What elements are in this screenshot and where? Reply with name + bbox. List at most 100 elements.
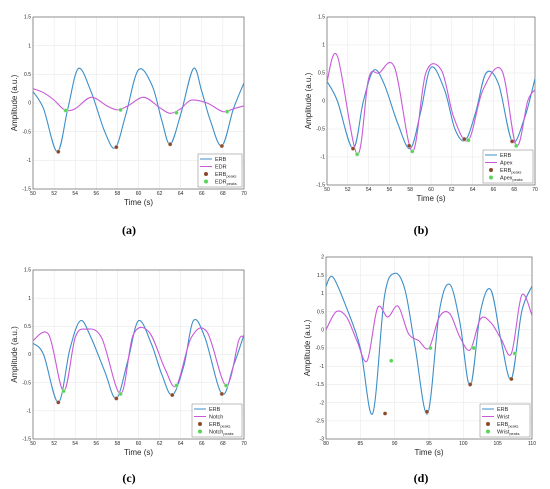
plot-frame [32,269,245,440]
peak-marker-erb [56,149,61,154]
x-axis-label: Time (s) [416,194,445,203]
peak-marker-apex [410,149,415,154]
series-group [326,272,532,416]
x-tick-label: 85 [358,441,364,447]
peak-marker-erb [219,391,224,397]
x-axis-label: Time (s) [414,448,443,457]
peak-marker-notch [223,383,229,388]
panel-label: (d) [414,471,429,485]
peak-marker-apex [355,152,360,157]
legend-label: ERB [497,407,509,413]
peak-marker-erb [424,409,430,414]
legend-label: ERB [500,153,512,159]
legend-swatch-marker [204,172,208,176]
x-tick-label: 60 [428,187,434,193]
legend-label: EDR [215,165,227,171]
series-line-erb [33,319,244,403]
y-tick-label: 0 [321,328,324,334]
series-line-erb [33,67,244,153]
x-tick-label: 100 [459,441,468,447]
peak-marker-erb [407,143,412,148]
x-tick-label: 56 [94,441,100,447]
legend-label: Apex [500,161,513,167]
peak-marker-erb [468,382,473,387]
x-tick-label: 62 [449,187,455,193]
x-tick-label: 50 [30,441,36,447]
chart-panel: 50 52 54 56 58 60 62 64 66 68 70 -1.5 -1 -0.5 0 0.5 1 1.5… [10,268,247,485]
x-tick-label: 90 [392,441,398,447]
legend-label: Wristpeaks [497,430,520,437]
legend-swatch-marker [486,429,490,434]
chart-panel: 80 85 90 95 100 105 110 -3 -2.5 -2 -1.5 -1 -0.5 0 0.5 1… [303,255,536,485]
legend-label: Wrist [497,415,510,421]
legend-label: Notchpeaks [209,430,234,437]
plot-frame [326,16,536,186]
x-tick-label: 64 [470,187,476,193]
peak-marker-erb [167,142,173,147]
x-tick-label: 52 [51,191,57,197]
x-tick-label: 110 [528,441,536,447]
legend-label: Apexpeaks [500,176,523,183]
x-tick-label: 80 [323,441,329,447]
x-tick-label: 68 [220,441,226,447]
y-tick-label: 1 [322,43,325,49]
x-tick-label: 60 [136,441,142,447]
y-tick-label: -1 [321,155,326,161]
legend-swatch-marker [489,168,493,172]
y-tick-label: 0.5 [318,71,325,77]
peak-marker-erb [219,143,224,149]
peak-marker-erb [509,139,515,144]
peak-marker-wrist [512,351,517,356]
legend-label: Notch [209,415,223,421]
chart-panel: 50 52 54 56 58 60 62 64 66 68 70 -1.5 -1 -0.5 0 0.5 1 1.5… [304,15,538,237]
y-tick-label: 1.5 [317,273,324,279]
peak-marker-erb [509,376,514,382]
peak-marker-wrist [428,345,433,351]
y-tick-label: -2.5 [315,419,324,425]
y-tick-label: 0.5 [317,309,324,315]
y-tick-label: 1 [28,296,31,302]
peak-marker-edr [118,107,123,113]
y-tick-label: 1.5 [24,15,31,21]
peak-marker-erb [350,146,356,151]
x-tick-label: 105 [493,441,502,447]
x-tick-label: 95 [426,441,432,447]
peak-marker-erb [114,144,119,150]
y-axis-label: Amplitude (a.u.) [303,319,312,376]
peak-marker-erb [114,396,119,401]
plot-frame [325,256,533,440]
x-tick-label: 66 [199,191,205,197]
series-group [33,67,244,154]
y-tick-label: -0.5 [315,346,324,352]
peak-marker-notch [118,391,123,397]
y-axis-label: Amplitude (a.u.) [304,72,313,129]
x-tick-label: 68 [511,187,517,193]
y-tick-label: -0.5 [22,380,31,386]
y-tick-label: -1.5 [22,437,31,443]
legend-swatch-marker [198,422,202,426]
legend-swatch-marker [486,422,490,426]
y-axis-label: Amplitude (a.u.) [10,74,19,131]
x-tick-label: 64 [178,441,184,447]
x-tick-label: 56 [387,187,393,193]
legend-swatch-marker [204,179,208,184]
chart-panel: 50 52 54 56 58 60 62 64 66 68 70 -1.5 -1 -0.5 0 0.5 1 1.5… [10,15,247,237]
series-line-erb [327,66,535,150]
legend-label-subscript: peaks [220,425,230,429]
peak-marker-wrist [389,358,394,363]
peak-marker-wrist [471,345,476,351]
y-tick-label: -0.5 [316,127,325,133]
peak-marker-erb [382,411,388,416]
series-group [33,319,244,405]
legend-label-subscript: peaks [226,175,236,179]
legend-label: EDRpeaks [215,180,237,187]
plot-frame [32,16,245,190]
legend-label: ERB [215,157,227,163]
peak-marker-edr [224,109,230,114]
x-tick-label: 62 [157,191,163,197]
x-tick-label: 50 [324,187,330,193]
y-tick-label: -3 [320,437,325,443]
panel-label: (a) [122,223,136,237]
legend-label-subscript: peaks [511,171,521,175]
